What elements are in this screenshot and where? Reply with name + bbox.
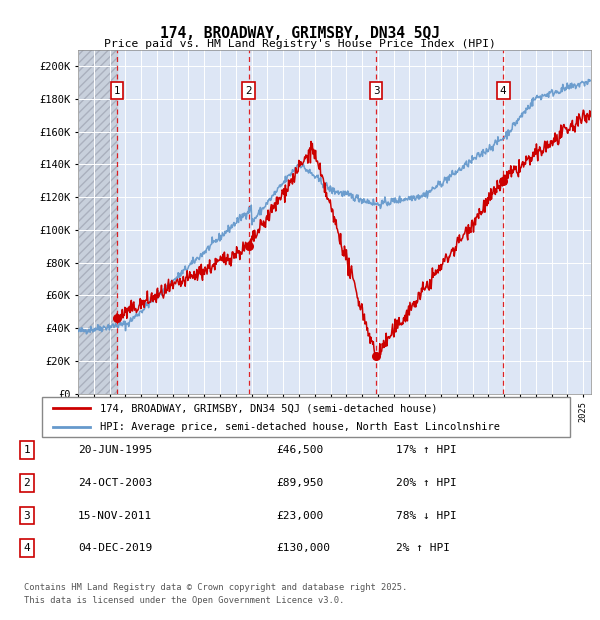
Text: HPI: Average price, semi-detached house, North East Lincolnshire: HPI: Average price, semi-detached house,… <box>100 422 500 432</box>
Text: 24-OCT-2003: 24-OCT-2003 <box>78 478 152 488</box>
Text: 2% ↑ HPI: 2% ↑ HPI <box>396 543 450 553</box>
Text: 4: 4 <box>500 86 506 95</box>
Text: 4: 4 <box>23 543 31 553</box>
Text: 2: 2 <box>245 86 252 95</box>
FancyBboxPatch shape <box>42 397 570 437</box>
Text: 2: 2 <box>23 478 31 488</box>
Text: 15-NOV-2011: 15-NOV-2011 <box>78 510 152 521</box>
Text: 3: 3 <box>23 510 31 521</box>
Bar <box>78 50 117 394</box>
Text: 174, BROADWAY, GRIMSBY, DN34 5QJ (semi-detached house): 174, BROADWAY, GRIMSBY, DN34 5QJ (semi-d… <box>100 403 437 413</box>
Text: £46,500: £46,500 <box>276 445 323 455</box>
Text: 174, BROADWAY, GRIMSBY, DN34 5QJ: 174, BROADWAY, GRIMSBY, DN34 5QJ <box>160 26 440 41</box>
Text: £89,950: £89,950 <box>276 478 323 488</box>
Text: 20% ↑ HPI: 20% ↑ HPI <box>396 478 457 488</box>
Bar <box>78 50 117 394</box>
Text: 04-DEC-2019: 04-DEC-2019 <box>78 543 152 553</box>
Text: 78% ↓ HPI: 78% ↓ HPI <box>396 510 457 521</box>
Text: Price paid vs. HM Land Registry's House Price Index (HPI): Price paid vs. HM Land Registry's House … <box>104 39 496 49</box>
Text: 1: 1 <box>23 445 31 455</box>
Text: £23,000: £23,000 <box>276 510 323 521</box>
Text: 3: 3 <box>373 86 379 95</box>
Text: 1: 1 <box>113 86 121 95</box>
Text: £130,000: £130,000 <box>276 543 330 553</box>
Text: This data is licensed under the Open Government Licence v3.0.: This data is licensed under the Open Gov… <box>24 596 344 604</box>
Text: 17% ↑ HPI: 17% ↑ HPI <box>396 445 457 455</box>
Text: Contains HM Land Registry data © Crown copyright and database right 2025.: Contains HM Land Registry data © Crown c… <box>24 583 407 592</box>
Text: 20-JUN-1995: 20-JUN-1995 <box>78 445 152 455</box>
